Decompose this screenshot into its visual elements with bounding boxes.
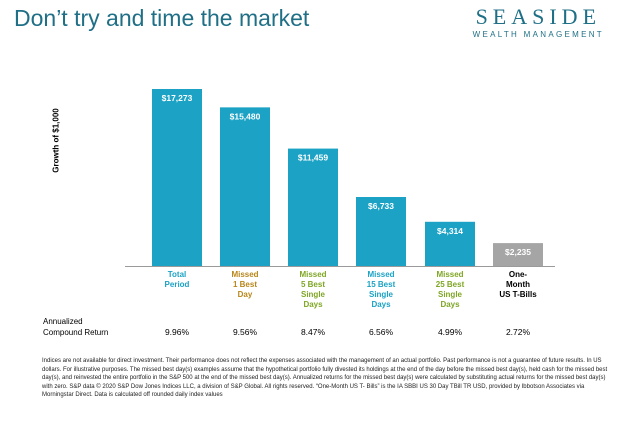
bar-value-label-6: $2,235 — [505, 247, 531, 257]
bar-value-label-2: $15,480 — [230, 111, 261, 121]
returns-label-line-2: Compound Return — [43, 328, 109, 337]
x-tick-label-3: Missed 5 Best Single Days — [299, 270, 326, 309]
return-value-missed-1: 9.56% — [232, 327, 258, 337]
return-value-missed-5: 8.47% — [300, 327, 326, 337]
bar-5 — [425, 221, 475, 266]
return-value-tbills: 2.72% — [505, 327, 531, 337]
return-value-missed-15: 6.56% — [368, 327, 394, 337]
bar-value-label-5: $4,314 — [437, 226, 463, 236]
x-tick-label-6: One-Month US T-Bills — [499, 270, 537, 299]
bar-2 — [220, 107, 270, 267]
return-value-total-period: 9.96% — [164, 327, 190, 337]
x-tick-label-1: Total Period — [165, 270, 190, 289]
footnote: Indices are not available for direct inv… — [42, 358, 608, 398]
bar-1 — [152, 89, 202, 266]
logo-brand: SEASIDE — [475, 4, 602, 29]
bar-6 — [493, 243, 543, 266]
bar-value-label-4: $6,733 — [368, 201, 394, 211]
bar-value-label-1: $17,273 — [162, 93, 193, 103]
x-tick-label-5: Missed 25 Best Single Days — [436, 270, 465, 309]
bar-chart: $17,273 Total Period $15,480 Missed 1 Best Day… — [125, 89, 555, 309]
return-value-missed-25: 4.99% — [437, 327, 463, 337]
bar-4 — [356, 197, 406, 266]
logo-subtitle: WEALTH MANAGEMENT — [472, 30, 604, 39]
x-tick-label-2: Missed 1 Best Day — [231, 270, 258, 299]
bar-value-label-3: $11,459 — [298, 153, 329, 163]
seaside-logo: SEASIDE WEALTH MANAGEMENT — [473, 6, 604, 40]
bar-3 — [288, 148, 338, 266]
x-tick-label-4: Missed 15 Best Single Days — [367, 270, 396, 309]
returns-label-line-1: Annualized — [43, 317, 83, 326]
returns-row-label: Annualized Compound Return — [43, 316, 108, 338]
slide-title: Don’t try and time the market — [14, 5, 310, 31]
